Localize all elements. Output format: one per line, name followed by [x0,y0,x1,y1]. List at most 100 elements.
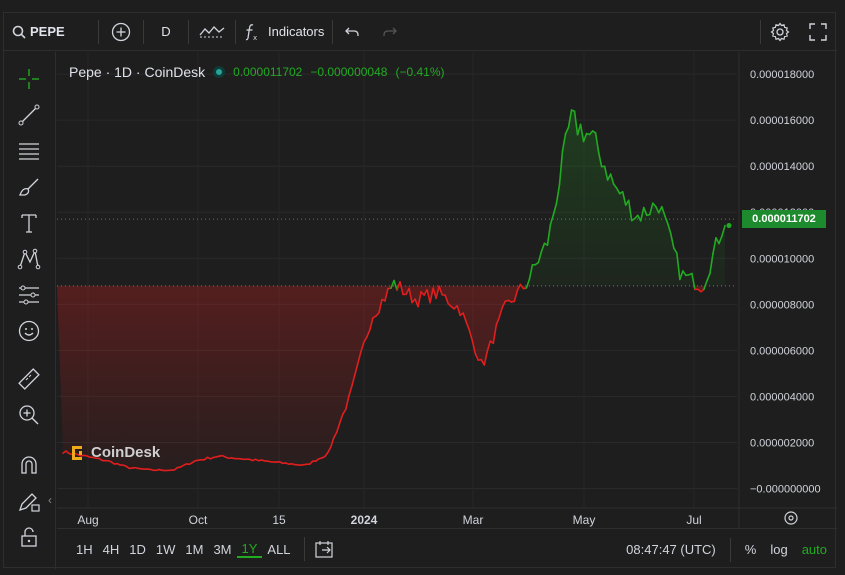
series-line-segment [654,205,660,214]
settings-button[interactable] [761,13,799,51]
calendar-goto-icon [314,541,333,558]
divider [760,20,761,44]
series-line-segment [390,279,395,289]
legend-change-pct: (−0.41%) [395,65,445,79]
live-status-icon [213,66,226,78]
series-line-segment [664,214,669,225]
series-line-segment [426,288,431,304]
series-line-segment [546,223,552,246]
series-line-segment [429,287,434,304]
fib-tool[interactable] [16,138,42,164]
series-line-segment [366,328,371,338]
axis-settings-icon[interactable] [784,511,798,525]
series-line-segment [435,285,440,300]
measure-tool[interactable] [16,366,42,392]
series-line-segment [709,252,714,275]
series-line-segment [408,287,413,304]
line-chart-type-icon [199,25,225,37]
log-toggle[interactable]: log [770,542,788,557]
watermark-text: CoinDesk [91,444,161,461]
pattern-tool[interactable] [16,246,42,272]
series-line-segment [486,340,492,353]
range-selector: 1H 4H 1D 1W 1M 3M 1Y ALL [71,541,296,558]
series-line-segment [351,373,356,387]
price-chart[interactable]: 0.000018000 0.000016000 0.000014000 0.00001… [57,52,837,528]
trendline-tool[interactable] [16,102,42,128]
plus-circle-icon [111,22,131,41]
indicators-button[interactable]: x Indicators [236,13,332,51]
legend-title: Pepe · 1D · CoinDesk [69,64,206,80]
series-line-segment [498,306,504,318]
y-tick-label: 0.000014000 [750,161,814,173]
percent-toggle[interactable]: % [744,542,757,557]
interval-button[interactable]: D [161,24,171,39]
range-1y[interactable]: 1Y [236,541,263,558]
smiley-icon [18,320,40,342]
x-tick-label: Mar [463,513,484,527]
top-toolbar: PEPE D x Indicators [4,13,837,51]
svg-text:x: x [253,34,257,41]
redo-button[interactable] [371,13,409,51]
divider [729,537,731,562]
zoom-tool[interactable] [16,402,42,428]
brush-icon [19,178,39,196]
series-line-segment [483,350,489,366]
collapse-toolbar-arrow[interactable]: ‹ [48,493,52,507]
chart-area[interactable]: 0.000018000 0.000016000 0.000014000 0.00001… [57,52,837,528]
range-1d[interactable]: 1D [129,541,146,557]
range-all[interactable]: ALL [267,541,291,557]
trendline-icon [18,104,40,126]
series-line-segment [516,283,522,292]
divider [143,19,144,44]
series-line-segment [552,202,558,216]
fullscreen-button[interactable] [799,13,837,51]
redo-icon [383,27,398,36]
series-line-segment [715,237,720,245]
undo-button[interactable] [333,13,371,51]
date-range-button[interactable] [314,540,335,558]
brush-tool[interactable] [16,174,42,200]
series-line-segment [673,247,678,254]
series-line-segment [432,287,437,300]
crosshair-tool[interactable] [16,66,42,92]
series-line-segment [363,336,368,343]
horizontal-lines-icon [19,143,39,160]
range-1m[interactable]: 1M [185,541,204,557]
series-line-segment [444,294,449,305]
chart-type-button[interactable] [189,13,235,51]
divider [188,19,189,44]
coindesk-logo-icon [72,445,82,460]
crosshair-icon [19,69,39,89]
undo-icon [345,27,360,36]
draw-mode-tool[interactable] [16,488,42,514]
y-tick-label: 0.000018000 [750,69,814,81]
series-line-segment [718,235,723,245]
series-line-segment [667,222,672,235]
series-line-segment [495,316,501,326]
series-line-segment [528,264,534,281]
symbol-search[interactable]: PEPE [4,13,98,51]
forecast-tool[interactable] [16,282,42,308]
text-tool[interactable] [16,210,42,236]
lock-tool[interactable] [16,524,42,550]
series-line-segment [679,270,684,281]
range-1w[interactable]: 1W [155,541,176,557]
clock-time[interactable]: 08:47:47 (UTC) [626,542,716,557]
auto-scale-toggle[interactable]: auto [801,542,827,557]
y-tick-label: 0.000002000 [750,437,814,449]
range-4h[interactable]: 4H [102,541,120,557]
series-line-segment [438,285,443,296]
chart-widget: PEPE D x Indicators [3,12,837,569]
fullscreen-icon [809,23,827,41]
magnet-tool[interactable] [16,452,42,478]
range-3m[interactable]: 3M [213,541,232,557]
coindesk-watermark: CoinDesk [71,444,160,461]
series-line-segment [384,287,389,302]
series-line-segment [393,279,398,291]
series-line-segment [691,272,696,291]
emoji-tool[interactable] [16,318,42,344]
text-icon [21,214,37,233]
range-1h[interactable]: 1H [76,541,93,557]
compare-button[interactable] [99,13,143,51]
series-line-segment [342,408,347,415]
